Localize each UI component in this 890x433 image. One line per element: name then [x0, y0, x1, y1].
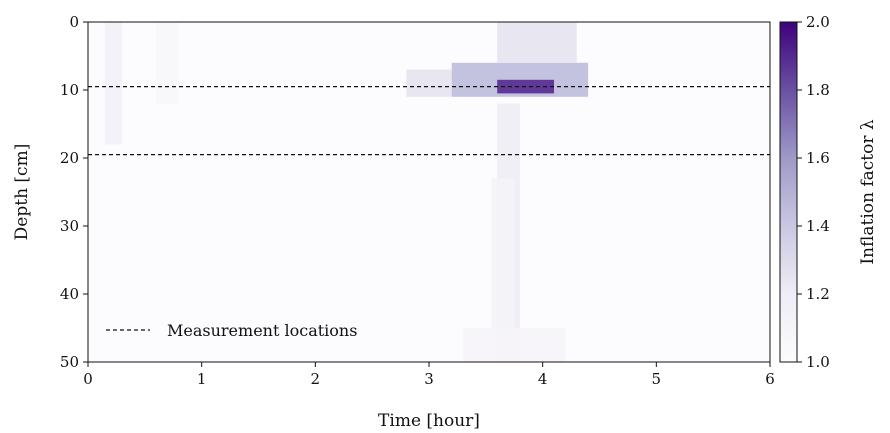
heatmap-cell-1 [156, 22, 179, 104]
y-tick-label: 30 [60, 217, 79, 235]
x-axis-label: Time [hour] [378, 411, 480, 431]
y-axis-ticks: 0 10 20 30 40 50 [60, 13, 88, 371]
y-tick-label: 0 [69, 13, 79, 31]
x-tick-label: 6 [765, 370, 775, 388]
colorbar-tick-label: 1.6 [806, 149, 830, 167]
colorbar-ticks: 1.0 1.2 1.4 1.6 1.8 2.0 [797, 13, 830, 371]
colorbar-tick-label: 1.8 [806, 81, 830, 99]
x-tick-label: 1 [197, 370, 207, 388]
legend-label: Measurement locations [167, 321, 357, 340]
colorbar-tick-label: 1.0 [806, 353, 830, 371]
colorbar [779, 21, 798, 363]
colorbar-tick-label: 1.2 [806, 285, 830, 303]
x-tick-label: 3 [424, 370, 434, 388]
heatmap-cell-2 [406, 69, 452, 97]
heatmap-cell-7 [463, 328, 566, 362]
heatmap-cell-5 [497, 22, 577, 63]
y-tick-label: 50 [60, 353, 79, 371]
x-tick-label: 0 [83, 370, 93, 388]
measurement-lines [88, 85, 770, 156]
colorbar-tick-label: 1.4 [806, 217, 830, 235]
x-axis-ticks: 0 1 2 3 4 5 6 [83, 362, 775, 388]
x-tick-label: 5 [652, 370, 662, 388]
colorbar-tick-label: 2.0 [806, 13, 830, 31]
y-axis-label: Depth [cm] [12, 144, 32, 241]
x-tick-label: 4 [538, 370, 548, 388]
y-tick-label: 40 [60, 285, 79, 303]
legend: Measurement locations [106, 321, 357, 340]
y-tick-label: 10 [60, 81, 79, 99]
heatmap-cell-8 [491, 178, 515, 328]
heatmap-cell-0 [105, 22, 123, 145]
x-tick-label: 2 [311, 370, 321, 388]
colorbar-label: Inflation factor λ [858, 119, 878, 265]
y-tick-label: 20 [60, 149, 79, 167]
